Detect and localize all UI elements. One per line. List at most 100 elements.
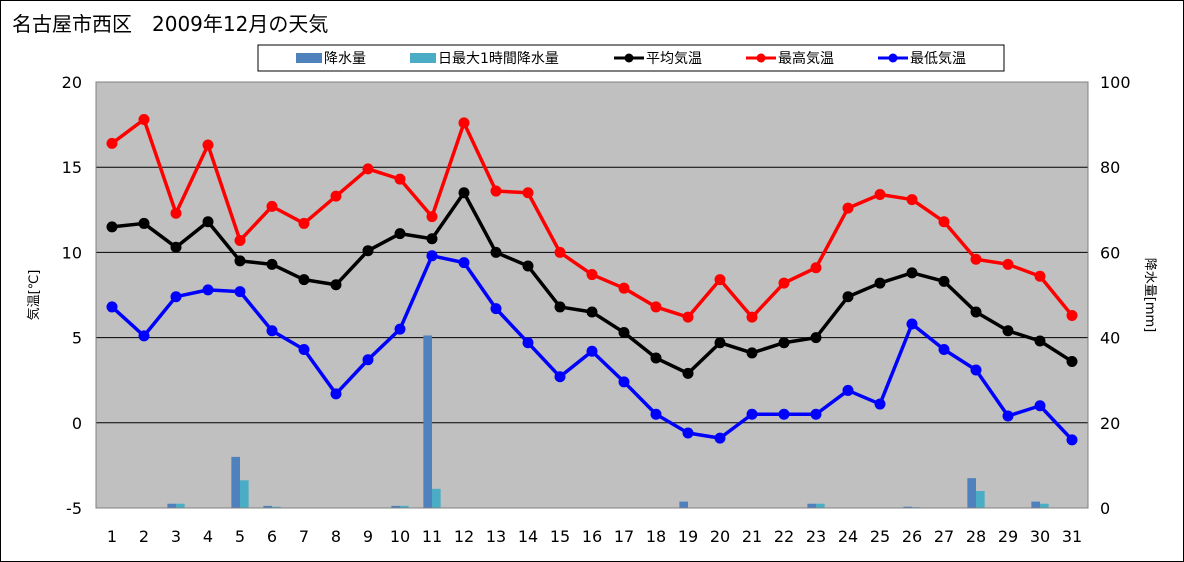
point-avg-temp: [842, 291, 854, 303]
x-tick-label: 8: [331, 527, 341, 546]
x-tick-label: 31: [1062, 527, 1082, 546]
point-min-temp: [842, 384, 854, 396]
point-min-temp: [394, 323, 406, 335]
point-min-temp: [746, 408, 758, 420]
point-avg-temp: [490, 246, 502, 258]
point-min-temp: [650, 408, 662, 420]
point-min-temp: [714, 432, 726, 444]
point-avg-temp: [586, 306, 598, 318]
x-tick-label: 2: [139, 527, 149, 546]
right-tick-label: 0: [1100, 499, 1110, 518]
x-tick-label: 19: [678, 527, 698, 546]
point-max-temp: [938, 216, 950, 228]
legend-label: 最低気温: [910, 51, 966, 67]
point-max-temp: [362, 163, 374, 175]
point-min-temp: [874, 398, 886, 410]
point-max-temp: [1034, 270, 1046, 282]
point-min-temp: [1034, 400, 1046, 412]
point-max-temp: [458, 117, 470, 129]
point-avg-temp: [426, 233, 438, 245]
x-tick-label: 21: [742, 527, 762, 546]
point-avg-temp: [202, 216, 214, 228]
point-min-temp: [330, 388, 342, 400]
point-max-temp: [522, 187, 534, 199]
bar-max-hourly-precipitation: [976, 490, 985, 508]
point-min-temp: [810, 408, 822, 420]
chart-title: 名古屋市西区 2009年12月の天気: [12, 12, 328, 36]
point-min-temp: [618, 376, 630, 388]
bar-precipitation: [423, 335, 432, 508]
point-avg-temp: [522, 260, 534, 272]
left-axis-label: 気温[℃]: [26, 270, 42, 321]
point-avg-temp: [554, 301, 566, 313]
bar-precipitation: [167, 503, 176, 508]
point-avg-temp: [1066, 355, 1078, 367]
point-avg-temp: [362, 245, 374, 257]
point-avg-temp: [650, 352, 662, 364]
x-tick-label: 17: [614, 527, 634, 546]
x-axis-tick-labels: 1 2 3 4 5 6 7 8 9 10 11 12 13 14 15 16 17 18 19 20 21 22 23 24 2…: [107, 527, 1082, 546]
bar-max-hourly-precipitation: [816, 503, 825, 508]
bar-max-hourly-precipitation: [400, 505, 409, 508]
point-min-temp: [362, 354, 374, 366]
legend-marker: [756, 53, 766, 63]
point-avg-temp: [714, 337, 726, 349]
bar-precipitation: [231, 456, 240, 508]
left-axis-tick-labels: 20 15 10 5 0 -5: [62, 73, 82, 518]
point-min-temp: [778, 408, 790, 420]
point-max-temp: [266, 200, 278, 212]
bar-precipitation: [679, 501, 688, 508]
point-avg-temp: [106, 221, 118, 233]
bar-max-hourly-precipitation: [272, 506, 281, 508]
x-tick-label: 14: [518, 527, 538, 546]
point-min-temp: [458, 257, 470, 269]
point-max-temp: [778, 277, 790, 289]
point-max-temp: [810, 262, 822, 274]
point-min-temp: [682, 427, 694, 439]
x-tick-label: 22: [774, 527, 794, 546]
point-avg-temp: [298, 274, 310, 286]
point-min-temp: [554, 371, 566, 383]
point-max-temp: [682, 311, 694, 323]
point-max-temp: [1066, 309, 1078, 321]
point-avg-temp: [1034, 335, 1046, 347]
bar-max-hourly-precipitation: [176, 503, 185, 508]
bar-max-hourly-precipitation: [1040, 503, 1049, 508]
legend-label: 降水量: [324, 51, 366, 67]
point-max-temp: [906, 194, 918, 206]
right-tick-label: 100: [1100, 73, 1131, 92]
plot-area: [96, 82, 1088, 508]
legend-swatch: [296, 53, 322, 63]
point-avg-temp: [330, 279, 342, 291]
x-tick-label: 20: [710, 527, 730, 546]
point-avg-temp: [266, 258, 278, 270]
point-max-temp: [650, 301, 662, 313]
right-tick-label: 40: [1100, 329, 1120, 348]
point-min-temp: [266, 325, 278, 337]
point-avg-temp: [1002, 325, 1014, 337]
point-avg-temp: [682, 367, 694, 379]
x-tick-label: 28: [966, 527, 986, 546]
bar-series-layer: [167, 335, 1049, 508]
point-min-temp: [1066, 434, 1078, 446]
x-tick-label: 1: [107, 527, 117, 546]
point-max-temp: [618, 282, 630, 294]
point-max-temp: [1002, 258, 1014, 270]
point-max-temp: [298, 217, 310, 229]
point-max-temp: [202, 139, 214, 151]
plot-border: [95, 81, 1089, 509]
point-avg-temp: [810, 332, 822, 344]
right-tick-label: 60: [1100, 243, 1120, 262]
grid-lines: [96, 166, 1088, 424]
bar-precipitation: [263, 505, 272, 508]
bar-precipitation: [807, 503, 816, 508]
legend-marker: [888, 53, 898, 63]
bar-precipitation: [1031, 501, 1040, 508]
x-tick-label: 26: [902, 527, 922, 546]
point-avg-temp: [778, 337, 790, 349]
right-tick-label: 80: [1100, 158, 1120, 177]
x-tick-label: 25: [870, 527, 890, 546]
point-min-temp: [202, 284, 214, 296]
